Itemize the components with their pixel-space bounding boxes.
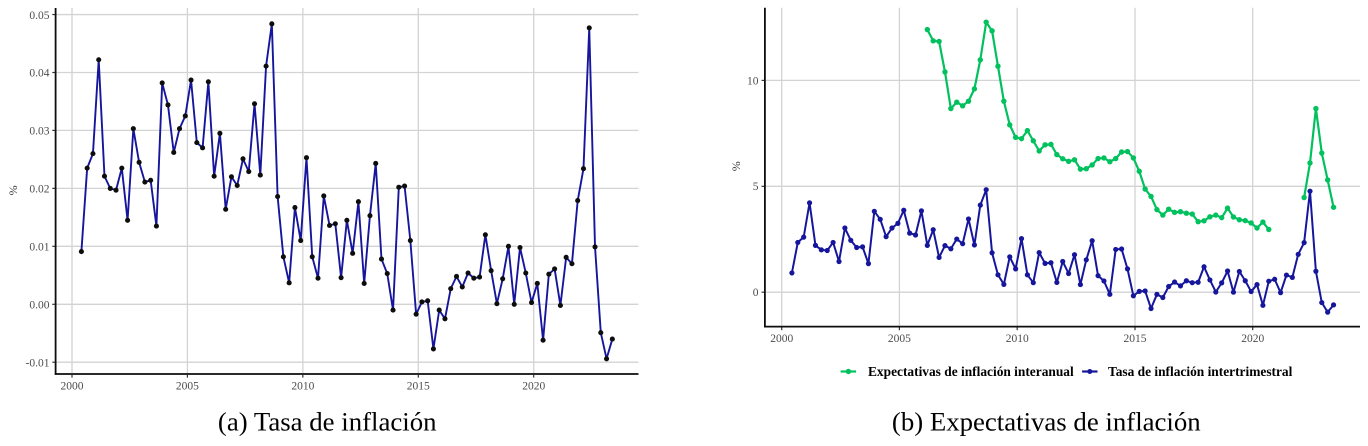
svg-text:2000: 2000 bbox=[770, 333, 793, 345]
svg-text:2010: 2010 bbox=[291, 381, 314, 393]
svg-text:2000: 2000 bbox=[61, 381, 84, 393]
svg-text:0.01: 0.01 bbox=[29, 242, 49, 254]
svg-text:2015: 2015 bbox=[1124, 333, 1147, 345]
svg-text:2015: 2015 bbox=[407, 381, 430, 393]
svg-text:2020: 2020 bbox=[1241, 333, 1264, 345]
svg-text:2005: 2005 bbox=[176, 381, 199, 393]
svg-text:%: % bbox=[729, 161, 743, 171]
svg-text:(b) Expectativas de inflación: (b) Expectativas de inflación bbox=[892, 407, 1201, 437]
svg-text:0: 0 bbox=[753, 287, 759, 299]
svg-text:Tasa de inflación intertrimest: Tasa de inflación intertrimestral bbox=[1108, 364, 1293, 379]
svg-text:0.04: 0.04 bbox=[29, 68, 49, 80]
svg-text:%: % bbox=[6, 185, 20, 195]
svg-text:10: 10 bbox=[747, 75, 759, 87]
svg-text:0.02: 0.02 bbox=[29, 184, 49, 196]
svg-text:0.03: 0.03 bbox=[29, 126, 49, 138]
svg-text:5: 5 bbox=[753, 181, 759, 193]
svg-text:0.00: 0.00 bbox=[29, 300, 49, 312]
svg-text:-0.01: -0.01 bbox=[26, 357, 50, 369]
svg-text:Expectativas de inflación inte: Expectativas de inflación interanual bbox=[868, 364, 1074, 379]
svg-text:2010: 2010 bbox=[1006, 333, 1029, 345]
svg-text:0.05: 0.05 bbox=[29, 10, 49, 22]
svg-text:(a) Tasa de inflación: (a) Tasa de inflación bbox=[218, 407, 437, 437]
svg-text:2005: 2005 bbox=[888, 333, 911, 345]
svg-text:2020: 2020 bbox=[522, 381, 545, 393]
